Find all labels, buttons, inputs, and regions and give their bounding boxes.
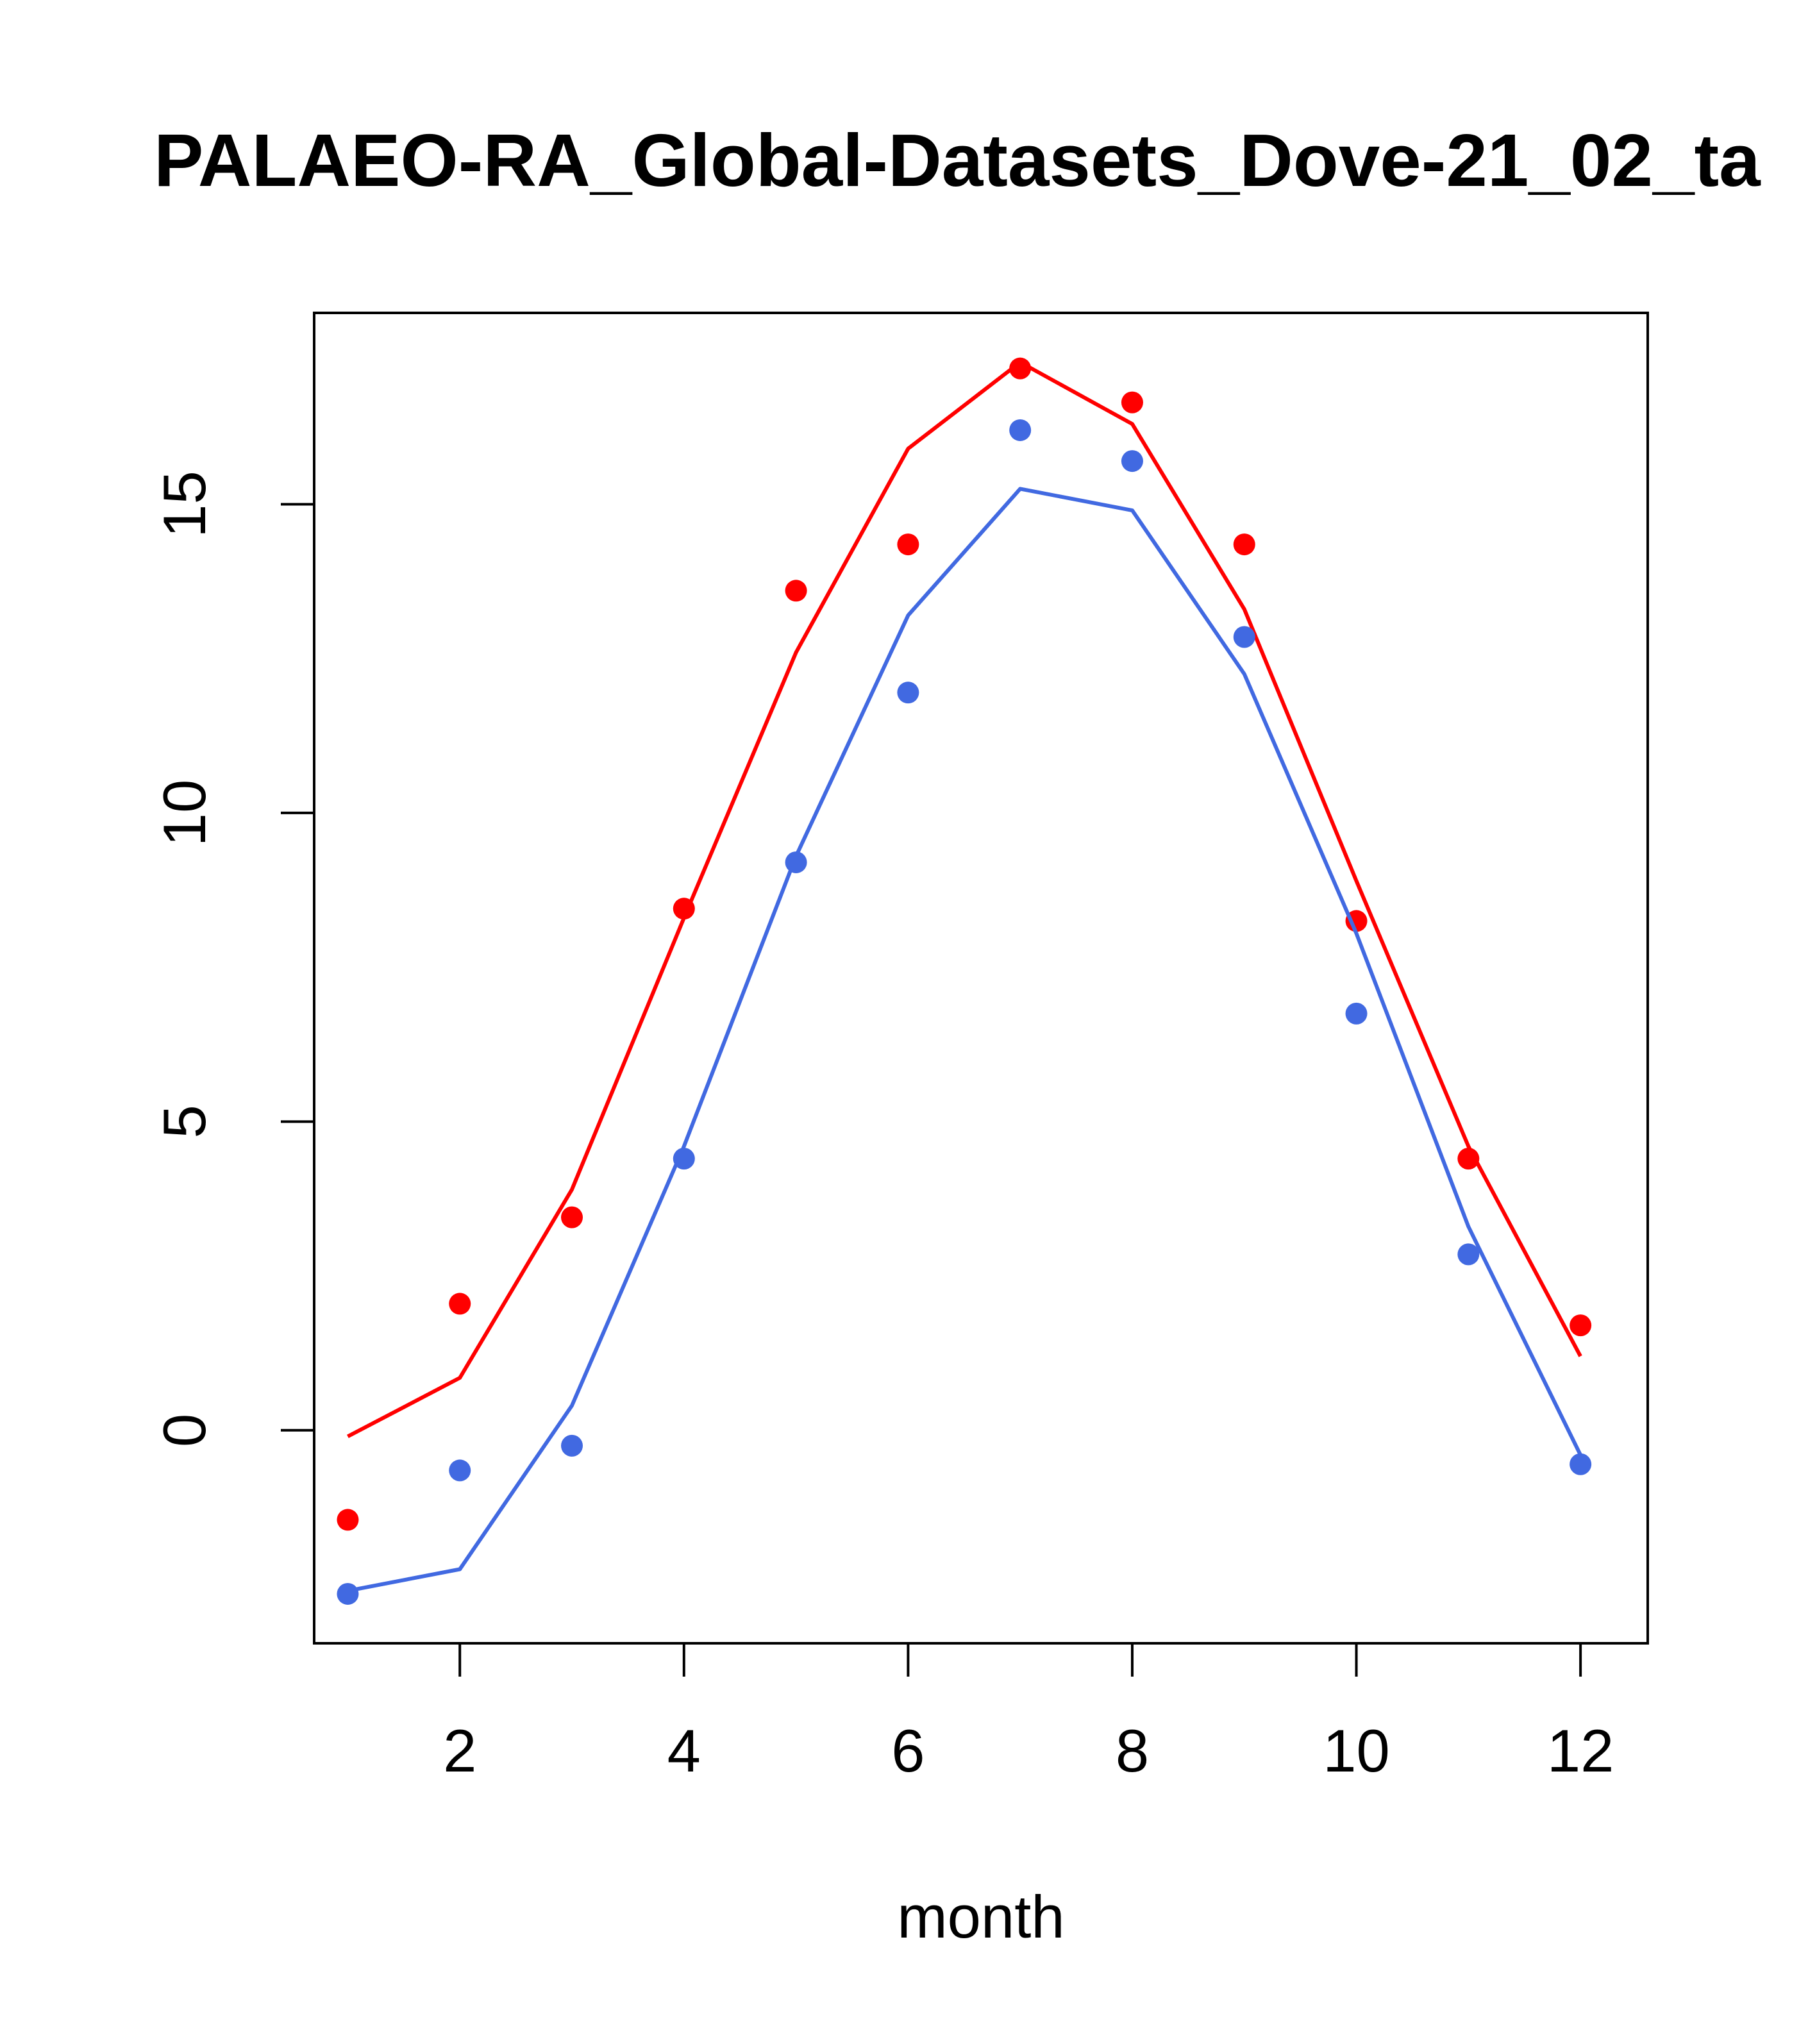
data-point [897,533,919,556]
x-tick-label: 6 [891,1717,925,1784]
data-point [673,898,695,920]
series-1 [337,419,1592,1605]
data-point [897,682,919,704]
data-point [561,1434,583,1457]
data-point [449,1293,471,1315]
x-tick-label: 8 [1116,1717,1149,1784]
data-point [1345,910,1368,932]
chart-title: PALAEO-RA_Global-Datasets_Dove-21_02_ta [154,119,1761,202]
x-tick-label: 2 [443,1717,476,1784]
data-point [337,1509,359,1531]
y-tick-label: 5 [151,1105,218,1138]
x-tick-label: 10 [1323,1717,1390,1784]
data-point [1009,357,1032,380]
data-point [1121,391,1143,414]
x-tick-label: 12 [1547,1717,1614,1784]
y-tick-label: 15 [151,471,218,538]
data-point [1457,1243,1480,1266]
series-line [347,487,1582,1593]
data-point [1570,1314,1592,1337]
series-line [347,360,1582,1439]
series-layer [337,357,1592,1605]
data-point [449,1459,471,1482]
series-0 [337,357,1592,1531]
data-point [1457,1148,1480,1170]
data-point [1009,419,1032,441]
data-point [1233,533,1255,556]
x-tick-label: 4 [667,1717,701,1784]
x-axis-label: month [897,1883,1064,1950]
y-tick-label: 10 [151,780,218,847]
data-point [1570,1453,1592,1475]
x-axis: 2 4 6 8 10 12 [443,1643,1614,1784]
data-point [785,580,807,602]
plot-frame [313,312,1649,1645]
data-point [561,1206,583,1228]
data-point [337,1582,359,1605]
data-point [785,851,807,873]
data-point [1121,450,1143,473]
y-axis: 0 5 10 15 [151,471,314,1447]
data-point [1345,1002,1368,1025]
data-point [1233,626,1255,648]
data-point [673,1148,695,1170]
y-tick-label: 0 [151,1414,218,1447]
